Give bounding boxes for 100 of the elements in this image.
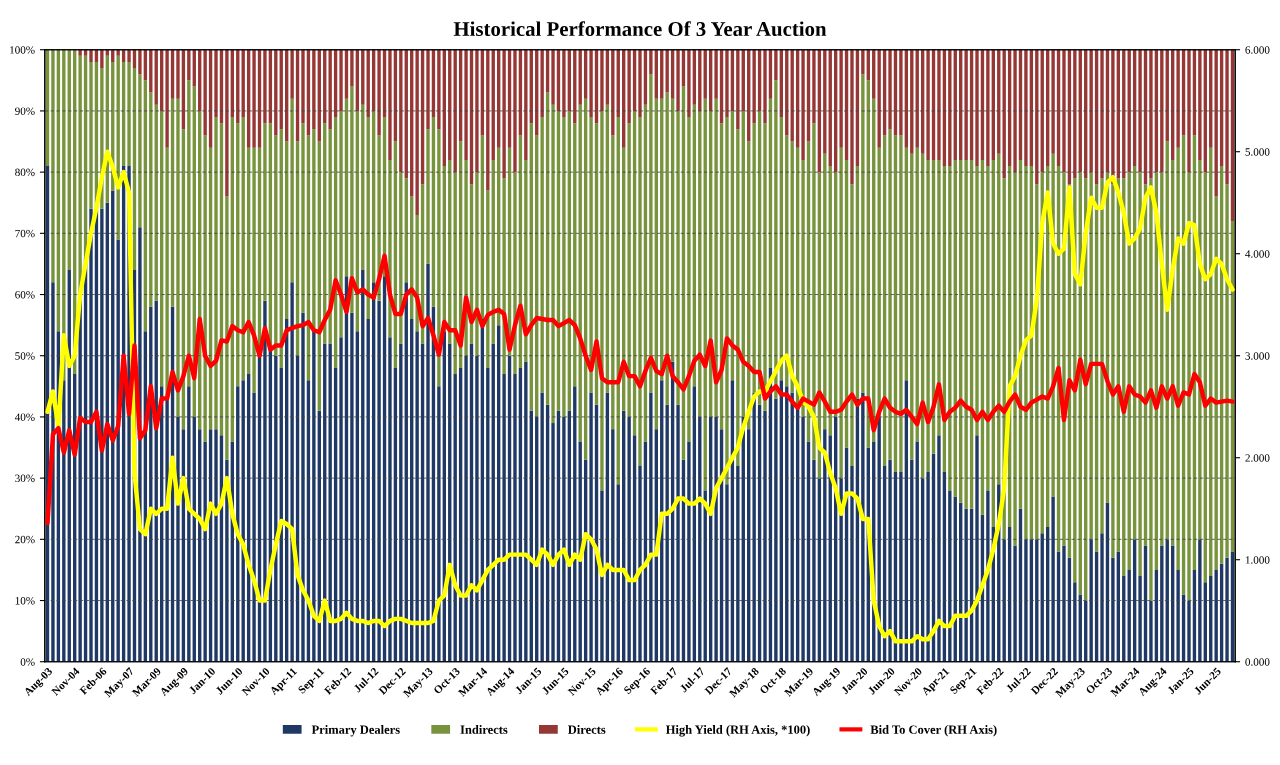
bar (1024, 539, 1028, 662)
bar (252, 49, 256, 148)
bar (388, 337, 392, 662)
bar (399, 343, 403, 662)
y-tick-label: 40% (14, 413, 35, 421)
bar (676, 110, 680, 405)
chart-title: Historical Performance Of 3 Year Auction (453, 21, 827, 37)
y-tick-label: 100% (10, 46, 35, 54)
bar (1198, 539, 1202, 662)
bar (350, 312, 354, 662)
bar (339, 110, 343, 338)
bar (665, 92, 669, 405)
bar (1111, 49, 1115, 185)
legend-label: Indirects (460, 725, 508, 734)
bar (1138, 576, 1142, 662)
bar (1024, 49, 1028, 167)
bar (1160, 49, 1164, 173)
bar (187, 386, 191, 662)
bar (214, 117, 218, 430)
bar (165, 398, 169, 662)
bar (252, 147, 256, 393)
bar (377, 49, 381, 136)
bar (763, 49, 767, 124)
bar (926, 159, 930, 473)
bar (475, 355, 479, 662)
bar (89, 208, 93, 662)
bar (252, 392, 256, 662)
legend-label: High Yield (RH Axis, *100) (665, 725, 810, 737)
bar (1214, 49, 1218, 197)
bar (1176, 569, 1180, 662)
bar (861, 49, 865, 75)
bar (649, 49, 653, 75)
y-tick-label: 60% (15, 290, 35, 299)
bar (377, 300, 381, 662)
bar (763, 123, 767, 411)
bar (638, 117, 642, 466)
bar (665, 49, 669, 93)
bar (714, 49, 718, 99)
bar (801, 416, 805, 662)
bar (1051, 496, 1055, 662)
bar (850, 184, 854, 466)
bar (426, 49, 430, 130)
bar (290, 98, 294, 283)
bar (312, 331, 316, 662)
bar (1089, 539, 1093, 662)
bar (964, 159, 968, 509)
bar (714, 98, 718, 417)
bar (877, 416, 881, 662)
bar (986, 166, 990, 491)
bar (464, 355, 468, 662)
bar (1073, 582, 1077, 662)
bar (312, 49, 316, 130)
bar (165, 49, 169, 148)
bar (899, 135, 903, 473)
bar (1089, 49, 1093, 173)
bar (1100, 178, 1104, 534)
bar (1013, 172, 1017, 546)
bar (89, 61, 93, 209)
bar (964, 49, 968, 160)
bar (100, 49, 104, 69)
bar (562, 117, 566, 417)
bar (1176, 49, 1180, 148)
legend-label: Primary Dealers (311, 725, 400, 737)
bar (502, 178, 506, 375)
bar (1100, 49, 1104, 179)
y2-tick-label: 0.000 (1245, 658, 1270, 666)
y2-tick-label: 1.000 (1245, 556, 1270, 564)
bar (1187, 49, 1191, 173)
bar (350, 49, 354, 87)
bar (1149, 600, 1153, 662)
bar (948, 49, 952, 167)
bar (725, 49, 729, 118)
bar (964, 508, 968, 662)
bar (437, 49, 441, 130)
bar (328, 49, 332, 130)
bar (290, 282, 294, 662)
bar (975, 166, 979, 436)
bar (149, 49, 153, 93)
bar (263, 123, 267, 301)
bar (127, 49, 131, 62)
bar (839, 478, 843, 662)
bar (339, 337, 343, 662)
bar (600, 490, 604, 662)
bar (801, 159, 805, 417)
bar (850, 465, 854, 662)
bar (301, 123, 305, 313)
bar (1225, 184, 1229, 558)
bar (611, 135, 615, 430)
bar (801, 49, 805, 160)
bar (464, 49, 468, 160)
bar (176, 416, 180, 662)
bar (399, 172, 403, 344)
y-tick-label: 30% (15, 474, 35, 483)
bar (736, 49, 740, 130)
line-series (45, 253, 1235, 526)
bar (937, 435, 941, 662)
bar (888, 49, 892, 130)
bar (176, 98, 180, 417)
bar (290, 49, 294, 99)
bar (948, 490, 952, 662)
